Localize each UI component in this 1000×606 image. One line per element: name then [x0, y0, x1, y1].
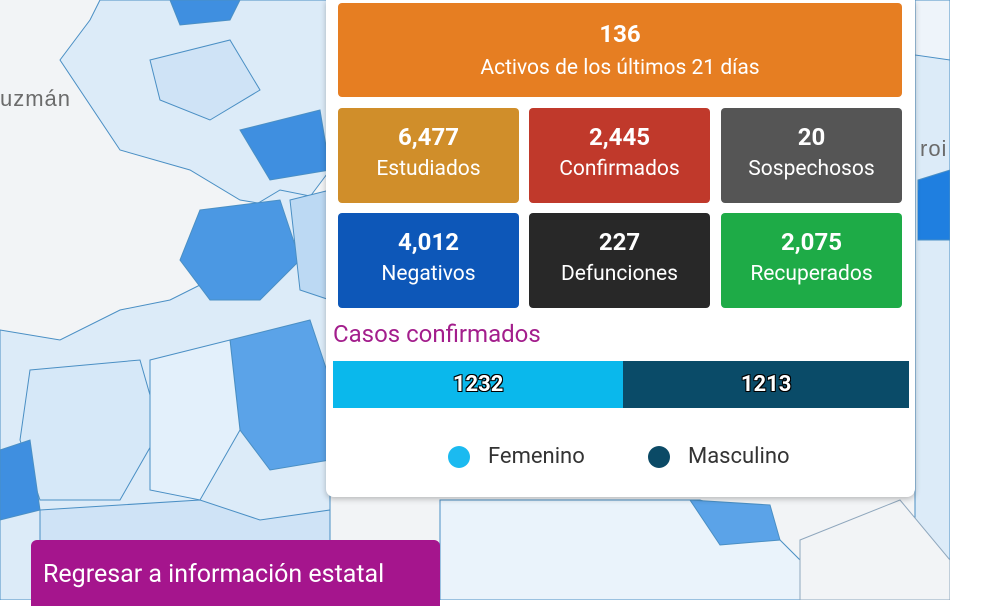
- confirmed-cases-title: Casos confirmados: [333, 320, 541, 348]
- tile-value: 4,012: [398, 228, 459, 256]
- tile-sospechosos: 20 Sospechosos: [721, 108, 902, 203]
- legend-male: Masculino: [648, 444, 790, 469]
- legend-female-label: Femenino: [488, 444, 585, 469]
- male-count: 1213: [740, 372, 792, 397]
- tile-label: Confirmados: [559, 157, 680, 181]
- tile-confirmados: 2,445 Confirmados: [529, 108, 710, 203]
- tile-label: Estudiados: [376, 157, 481, 181]
- map-place-label-right: roi: [920, 136, 948, 161]
- active-cases-value: 136: [599, 20, 641, 48]
- legend-female: Femenino: [448, 444, 585, 469]
- marker-tab-icon[interactable]: [918, 190, 944, 240]
- tile-value: 6,477: [398, 123, 459, 151]
- male-dot-icon: [648, 445, 670, 468]
- tile-defunciones: 227 Defunciones: [529, 213, 710, 308]
- stats-panel: 136 Activos de los últimos 21 días 6,477…: [326, 0, 915, 497]
- gender-split-bar: 1232 1213: [333, 361, 909, 408]
- active-cases-label: Activos de los últimos 21 días: [480, 56, 760, 80]
- female-segment[interactable]: 1232: [333, 361, 624, 408]
- tile-value: 227: [598, 228, 641, 256]
- tile-estudiados: 6,477 Estudiados: [338, 108, 519, 203]
- active-cases-tile: 136 Activos de los últimos 21 días: [338, 3, 902, 97]
- tile-negativos: 4,012 Negativos: [338, 213, 519, 308]
- female-dot-icon: [448, 445, 470, 468]
- back-to-state-button[interactable]: Regresar a información estatal: [31, 540, 440, 606]
- tile-value: 2,075: [781, 228, 842, 256]
- map-place-label-left: uzmán: [0, 86, 72, 111]
- tile-label: Sospechosos: [748, 157, 875, 181]
- legend-male-label: Masculino: [688, 444, 790, 469]
- male-segment[interactable]: 1213: [623, 361, 909, 408]
- tile-label: Defunciones: [560, 262, 679, 286]
- tile-value: 2,445: [589, 123, 650, 151]
- tile-recuperados: 2,075 Recuperados: [721, 213, 902, 308]
- female-count: 1232: [452, 372, 504, 397]
- tile-value: 20: [797, 123, 826, 151]
- tile-label: Recuperados: [750, 262, 873, 286]
- tile-label: Negativos: [381, 262, 476, 286]
